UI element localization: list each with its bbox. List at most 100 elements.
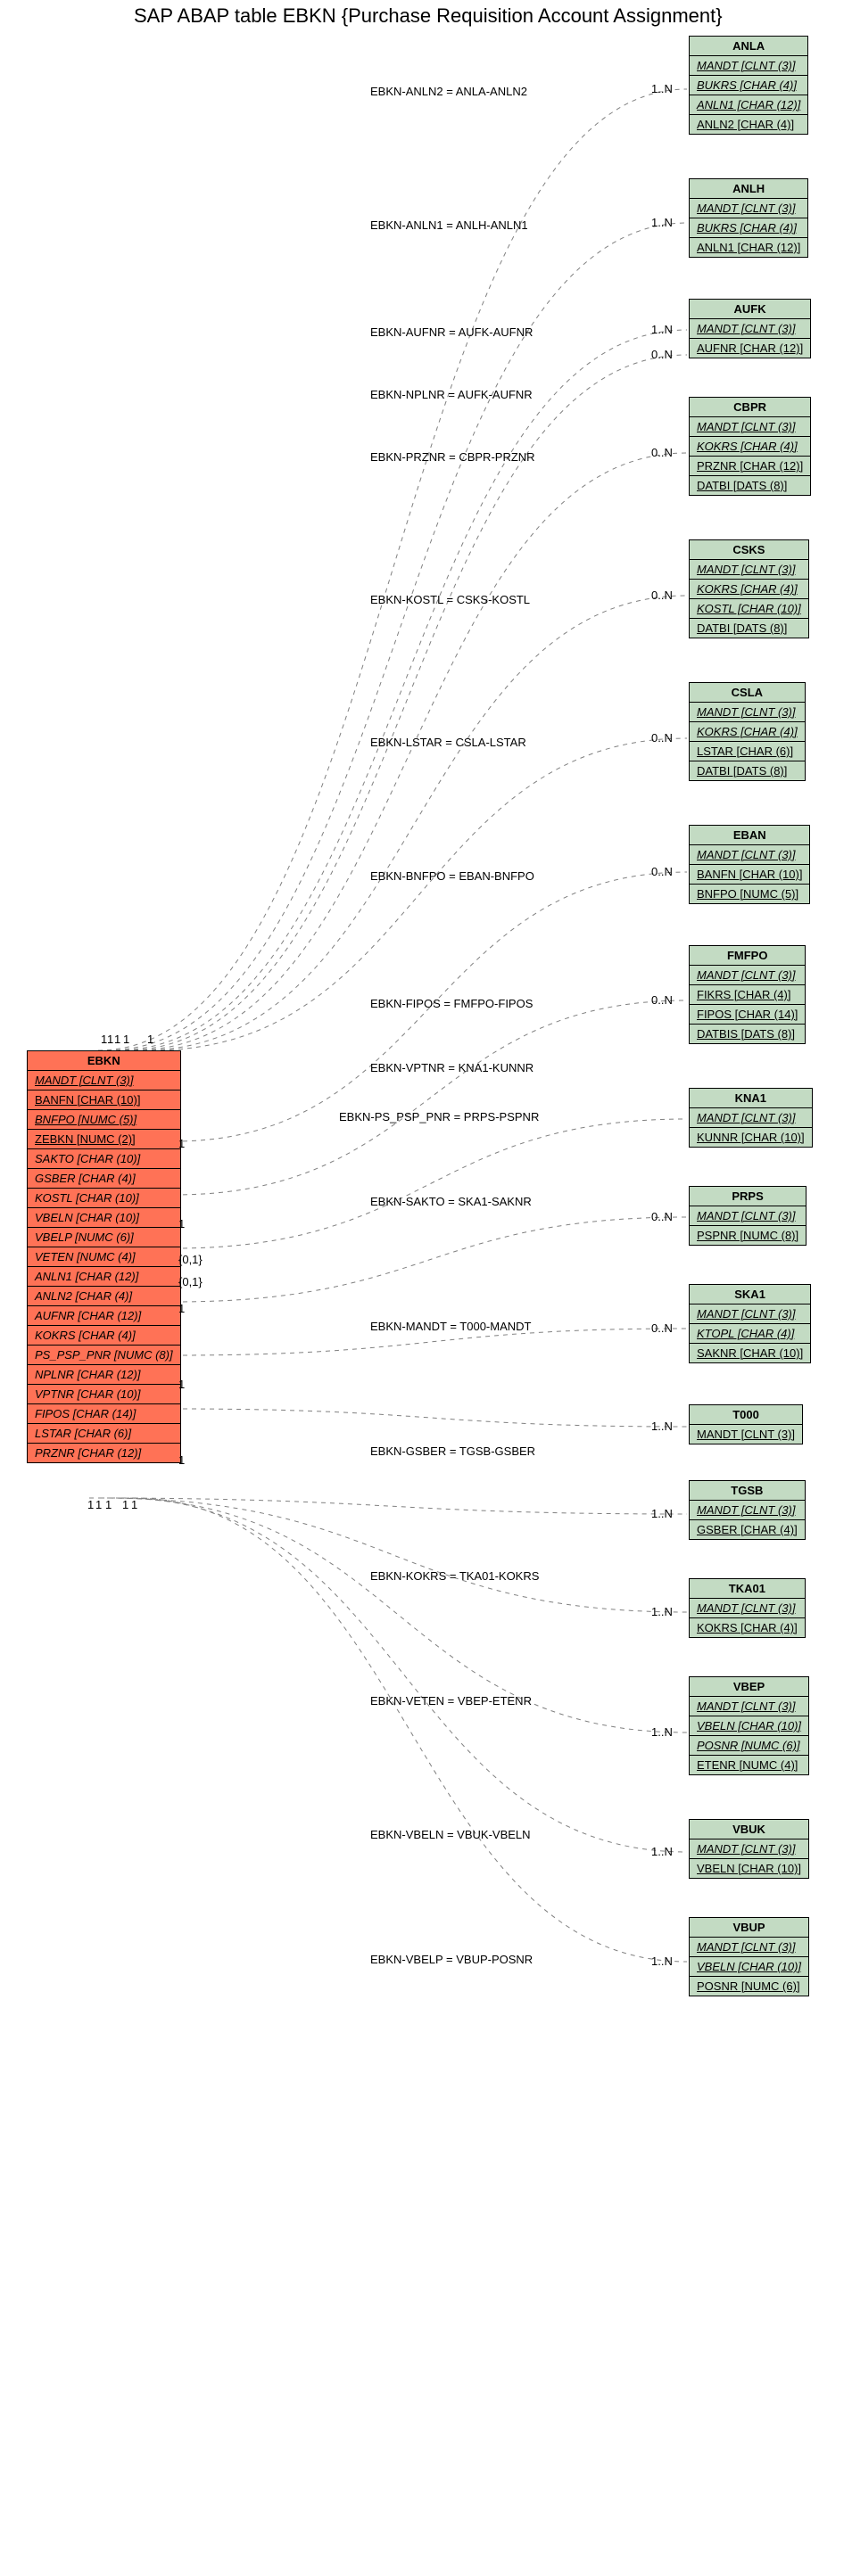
table-row: MANDT [CLNT (3)] (690, 1108, 812, 1128)
cardinality-label: 1 (178, 1453, 185, 1467)
related-table-kna1: KNA1MANDT [CLNT (3)]KUNNR [CHAR (10)] (689, 1088, 813, 1148)
table-row: MANDT [CLNT (3)] (690, 1206, 806, 1226)
edge-label: EBKN-KOKRS = TKA01-KOKRS (370, 1569, 539, 1583)
edge-label: EBKN-KOSTL = CSKS-KOSTL (370, 593, 530, 606)
table-header: T000 (690, 1405, 802, 1425)
table-header: EBAN (690, 826, 809, 845)
table-row: LSTAR [CHAR (6)] (690, 742, 805, 761)
table-row: PSPNR [NUMC (8)] (690, 1226, 806, 1245)
table-row: KOKRS [CHAR (4)] (690, 580, 808, 599)
cardinality-label: 1 (105, 1498, 112, 1511)
cardinality-label: {0,1} (178, 1275, 203, 1288)
main-table-ebkn: EBKNMANDT [CLNT (3)]BANFN [CHAR (10)]BNF… (27, 1050, 181, 1463)
cardinality-label: 1 (131, 1498, 137, 1511)
cardinality-label: 1 (178, 1137, 185, 1150)
related-table-csks: CSKSMANDT [CLNT (3)]KOKRS [CHAR (4)]KOST… (689, 539, 809, 638)
table-row: FIPOS [CHAR (14)] (28, 1404, 180, 1424)
table-header: TKA01 (690, 1579, 805, 1599)
table-row: ANLN1 [CHAR (12)] (28, 1267, 180, 1287)
cardinality-label: 1..N (651, 1955, 673, 1968)
table-row: SAKNR [CHAR (10)] (690, 1344, 810, 1362)
table-row: MANDT [CLNT (3)] (690, 966, 805, 985)
table-row: DATBI [DATS (8)] (690, 761, 805, 780)
related-table-eban: EBANMANDT [CLNT (3)]BANFN [CHAR (10)]BNF… (689, 825, 810, 904)
related-table-anlh: ANLHMANDT [CLNT (3)]BUKRS [CHAR (4)]ANLN… (689, 178, 808, 258)
table-header: PRPS (690, 1187, 806, 1206)
table-row: MANDT [CLNT (3)] (690, 1501, 805, 1520)
cardinality-label: 1 (123, 1033, 129, 1046)
table-header: ANLH (690, 179, 807, 199)
cardinality-label: 1 (178, 1378, 185, 1391)
cardinality-label: 0..N (651, 588, 673, 602)
table-row: GSBER [CHAR (4)] (690, 1520, 805, 1539)
edge-label: EBKN-AUFNR = AUFK-AUFNR (370, 325, 533, 339)
table-row: BANFN [CHAR (10)] (690, 865, 809, 885)
table-row: GSBER [CHAR (4)] (28, 1169, 180, 1189)
table-row: PRZNR [CHAR (12)] (690, 457, 810, 476)
table-row: KOSTL [CHAR (10)] (690, 599, 808, 619)
related-table-cbpr: CBPRMANDT [CLNT (3)]KOKRS [CHAR (4)]PRZN… (689, 397, 811, 496)
cardinality-label: 0..N (651, 446, 673, 459)
table-row: PRZNR [CHAR (12)] (28, 1444, 180, 1462)
table-row: MANDT [CLNT (3)] (28, 1071, 180, 1090)
cardinality-label: 1..N (651, 82, 673, 95)
table-row: ETENR [NUMC (4)] (690, 1756, 808, 1774)
table-row: SAKTO [CHAR (10)] (28, 1149, 180, 1169)
related-table-ska1: SKA1MANDT [CLNT (3)]KTOPL [CHAR (4)]SAKN… (689, 1284, 811, 1363)
cardinality-label: 1..N (651, 1420, 673, 1433)
edge-label: EBKN-FIPOS = FMFPO-FIPOS (370, 997, 533, 1010)
table-header: CSKS (690, 540, 808, 560)
table-row: MANDT [CLNT (3)] (690, 417, 810, 437)
table-row: ANLN1 [CHAR (12)] (690, 238, 807, 257)
edge-label: EBKN-PRZNR = CBPR-PRZNR (370, 450, 535, 464)
table-row: BNFPO [NUMC (5)] (28, 1110, 180, 1130)
table-row: MANDT [CLNT (3)] (690, 560, 808, 580)
edge-label: EBKN-LSTAR = CSLA-LSTAR (370, 736, 526, 749)
table-row: MANDT [CLNT (3)] (690, 199, 807, 218)
table-header: SKA1 (690, 1285, 810, 1304)
table-row: ANLN1 [CHAR (12)] (690, 95, 807, 115)
edge-label: EBKN-BNFPO = EBAN-BNFPO (370, 869, 534, 883)
table-row: DATBI [DATS (8)] (690, 619, 808, 638)
related-table-prps: PRPSMANDT [CLNT (3)]PSPNR [NUMC (8)] (689, 1186, 807, 1246)
cardinality-label: 1 (178, 1302, 185, 1315)
table-row: KOKRS [CHAR (4)] (690, 437, 810, 457)
table-row: KOKRS [CHAR (4)] (690, 1618, 805, 1637)
table-row: MANDT [CLNT (3)] (690, 1839, 808, 1859)
table-row: KOKRS [CHAR (4)] (28, 1326, 180, 1346)
table-row: VBELN [CHAR (10)] (690, 1859, 808, 1878)
cardinality-label: 1 (87, 1498, 94, 1511)
cardinality-label: 1 (178, 1217, 185, 1230)
table-row: KTOPL [CHAR (4)] (690, 1324, 810, 1344)
table-row: VBELN [CHAR (10)] (28, 1208, 180, 1228)
table-row: BANFN [CHAR (10)] (28, 1090, 180, 1110)
cardinality-label: 1 (107, 1033, 113, 1046)
related-table-tgsb: TGSBMANDT [CLNT (3)]GSBER [CHAR (4)] (689, 1480, 806, 1540)
edge-label: EBKN-SAKTO = SKA1-SAKNR (370, 1195, 532, 1208)
table-row: BUKRS [CHAR (4)] (690, 218, 807, 238)
edge-label: EBKN-GSBER = TGSB-GSBER (370, 1444, 535, 1458)
table-row: POSNR [NUMC (6)] (690, 1977, 808, 1996)
edge-label: EBKN-PS_PSP_PNR = PRPS-PSPNR (339, 1110, 539, 1123)
related-table-vbep: VBEPMANDT [CLNT (3)]VBELN [CHAR (10)]POS… (689, 1676, 809, 1775)
table-row: MANDT [CLNT (3)] (690, 319, 810, 339)
table-header: EBKN (28, 1051, 180, 1071)
cardinality-label: {0,1} (178, 1253, 203, 1266)
table-row: VETEN [NUMC (4)] (28, 1247, 180, 1267)
cardinality-label: 1..N (651, 1507, 673, 1520)
related-table-csla: CSLAMANDT [CLNT (3)]KOKRS [CHAR (4)]LSTA… (689, 682, 806, 781)
table-row: MANDT [CLNT (3)] (690, 1599, 805, 1618)
related-table-aufk: AUFKMANDT [CLNT (3)]AUFNR [CHAR (12)] (689, 299, 811, 358)
table-row: MANDT [CLNT (3)] (690, 1697, 808, 1716)
related-table-fmfpo: FMFPOMANDT [CLNT (3)]FIKRS [CHAR (4)]FIP… (689, 945, 806, 1044)
table-row: BUKRS [CHAR (4)] (690, 76, 807, 95)
cardinality-label: 0..N (651, 1321, 673, 1335)
cardinality-label: 0..N (651, 1210, 673, 1223)
edge-label: EBKN-VBELP = VBUP-POSNR (370, 1953, 533, 1966)
table-row: MANDT [CLNT (3)] (690, 703, 805, 722)
table-row: VBELP [NUMC (6)] (28, 1228, 180, 1247)
related-table-tka01: TKA01MANDT [CLNT (3)]KOKRS [CHAR (4)] (689, 1578, 806, 1638)
cardinality-label: 1..N (651, 216, 673, 229)
cardinality-label: 0..N (651, 348, 673, 361)
edge-label: EBKN-MANDT = T000-MANDT (370, 1320, 531, 1333)
